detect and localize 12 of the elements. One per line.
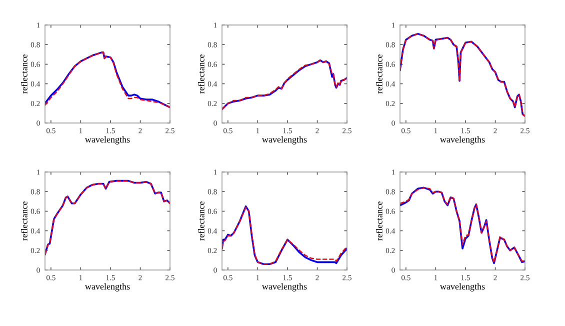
y-axis-title: reflectance [198, 202, 204, 241]
x-axis-title: wavelengths [262, 283, 307, 292]
x-axis-title: wavelengths [440, 136, 485, 144]
y-axis-title: reflectance [376, 202, 382, 241]
x-axis-title: wavelengths [262, 136, 307, 144]
y-axis-title: reflectance [198, 54, 204, 94]
y-axis-title: reflectance [20, 202, 28, 241]
x-axis-title: wavelengths [84, 283, 130, 292]
y-axis-title: reflectance [376, 54, 382, 94]
x-axis-title: wavelengths [440, 283, 485, 292]
x-axis-title: wavelengths [84, 136, 130, 144]
y-axis-title: reflectance [20, 54, 28, 94]
